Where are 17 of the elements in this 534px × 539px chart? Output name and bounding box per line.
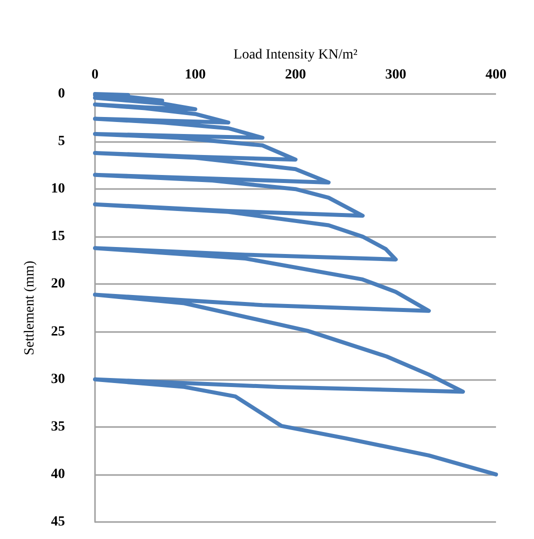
y-tick-label: 30 — [51, 372, 65, 387]
y-tick-label: 40 — [51, 466, 65, 482]
x-tick-label: 0 — [92, 68, 98, 82]
x-tick-label: 100 — [184, 68, 206, 82]
y-tick-label: 10 — [51, 182, 65, 197]
y-tick-label: 25 — [51, 324, 65, 340]
y-tick-label: 35 — [51, 419, 65, 434]
x-tick-label: 200 — [285, 68, 306, 82]
x-axis-title: Load Intensity KN/m² — [234, 48, 358, 62]
y-tick-label: 20 — [51, 276, 65, 292]
y-tick-label: 45 — [51, 514, 65, 530]
y-tick-label: 0 — [58, 86, 65, 102]
x-tick-label: 300 — [385, 68, 406, 82]
x-tick-label: 400 — [486, 68, 506, 82]
y-tick-label: 15 — [51, 229, 65, 244]
y-tick-label: 5 — [58, 134, 65, 150]
y-axis-title: Settlement (mm) — [22, 260, 38, 356]
